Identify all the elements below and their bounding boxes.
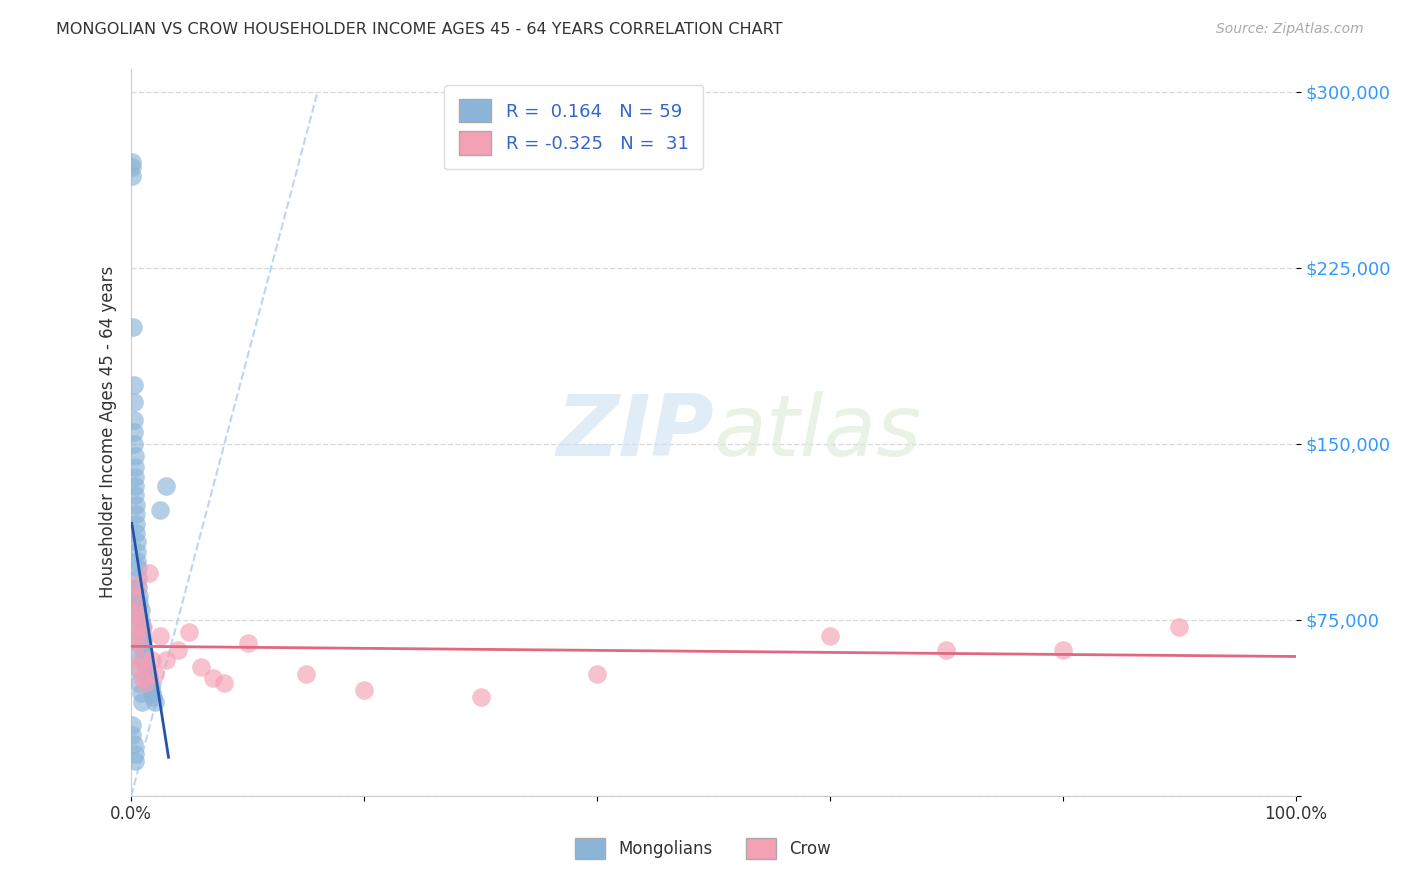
Point bbox=[295, 666, 318, 681]
Text: ZIP: ZIP bbox=[555, 391, 713, 474]
Point bbox=[125, 577, 148, 591]
Point bbox=[125, 526, 148, 541]
Point bbox=[139, 676, 162, 690]
Point bbox=[129, 685, 152, 699]
Point bbox=[124, 449, 146, 463]
Point bbox=[141, 685, 163, 699]
Point bbox=[131, 627, 153, 641]
Point bbox=[124, 488, 146, 502]
Point bbox=[138, 672, 160, 686]
Point bbox=[1052, 643, 1074, 657]
Point bbox=[125, 516, 148, 531]
Point bbox=[127, 662, 149, 676]
Text: atlas: atlas bbox=[713, 391, 921, 474]
Point bbox=[132, 640, 155, 655]
Point bbox=[127, 636, 149, 650]
Point bbox=[125, 606, 148, 620]
Text: MONGOLIAN VS CROW HOUSEHOLDER INCOME AGES 45 - 64 YEARS CORRELATION CHART: MONGOLIAN VS CROW HOUSEHOLDER INCOME AGE… bbox=[56, 22, 783, 37]
Point bbox=[132, 634, 155, 648]
Point bbox=[124, 620, 146, 634]
Text: Source: ZipAtlas.com: Source: ZipAtlas.com bbox=[1216, 22, 1364, 37]
Point bbox=[935, 643, 957, 657]
Point bbox=[136, 666, 159, 681]
Point bbox=[143, 695, 166, 709]
Point bbox=[353, 683, 375, 698]
Point bbox=[125, 508, 148, 522]
Point bbox=[122, 319, 145, 334]
Point bbox=[125, 535, 148, 549]
Point bbox=[214, 676, 236, 690]
Point bbox=[124, 620, 146, 634]
Point bbox=[128, 676, 150, 690]
Point bbox=[127, 580, 149, 594]
Point bbox=[124, 747, 146, 761]
Point bbox=[125, 554, 148, 568]
Point bbox=[121, 169, 143, 184]
Point bbox=[129, 603, 152, 617]
Point bbox=[129, 613, 152, 627]
Point bbox=[141, 653, 163, 667]
Point bbox=[190, 659, 212, 673]
Point bbox=[121, 728, 143, 742]
Point bbox=[121, 591, 143, 606]
Point bbox=[166, 643, 188, 657]
Point bbox=[127, 561, 149, 575]
Point bbox=[125, 648, 148, 662]
Y-axis label: Householder Income Ages 45 - 64 years: Householder Income Ages 45 - 64 years bbox=[100, 266, 117, 599]
Point bbox=[236, 636, 259, 650]
Point bbox=[143, 666, 166, 681]
Point bbox=[121, 155, 143, 169]
Legend: R =  0.164   N = 59, R = -0.325   N =  31: R = 0.164 N = 59, R = -0.325 N = 31 bbox=[444, 85, 703, 169]
Point bbox=[122, 413, 145, 427]
Point bbox=[134, 676, 156, 690]
Point bbox=[122, 437, 145, 451]
Point bbox=[149, 629, 172, 643]
Point bbox=[127, 571, 149, 585]
Point bbox=[155, 653, 177, 667]
Point bbox=[124, 469, 146, 483]
Point bbox=[125, 629, 148, 643]
Point bbox=[122, 378, 145, 392]
Point bbox=[121, 582, 143, 597]
Point bbox=[135, 659, 157, 673]
Point bbox=[131, 672, 153, 686]
Point bbox=[201, 672, 224, 686]
Legend: Mongolians, Crow: Mongolians, Crow bbox=[568, 831, 838, 866]
Point bbox=[128, 590, 150, 604]
Point bbox=[470, 690, 492, 705]
Point bbox=[149, 502, 172, 516]
Point bbox=[139, 681, 162, 695]
Point bbox=[132, 648, 155, 662]
Point bbox=[124, 754, 146, 768]
Point bbox=[125, 498, 148, 512]
Point bbox=[122, 606, 145, 620]
Point bbox=[131, 695, 153, 709]
Point bbox=[818, 629, 841, 643]
Point bbox=[125, 634, 148, 648]
Point bbox=[586, 666, 609, 681]
Point bbox=[179, 624, 201, 639]
Point bbox=[155, 479, 177, 493]
Point bbox=[129, 653, 152, 667]
Point bbox=[1168, 620, 1191, 634]
Point bbox=[122, 737, 145, 751]
Point bbox=[122, 606, 145, 620]
Point bbox=[124, 479, 146, 493]
Point bbox=[125, 590, 148, 604]
Point bbox=[134, 655, 156, 669]
Point bbox=[142, 690, 165, 705]
Point bbox=[138, 566, 160, 580]
Point bbox=[125, 545, 148, 559]
Point bbox=[128, 596, 150, 610]
Point bbox=[128, 659, 150, 673]
Point bbox=[131, 620, 153, 634]
Point bbox=[124, 460, 146, 475]
Point bbox=[122, 425, 145, 439]
Point bbox=[132, 620, 155, 634]
Point bbox=[122, 394, 145, 409]
Point bbox=[121, 160, 143, 174]
Point bbox=[121, 718, 143, 732]
